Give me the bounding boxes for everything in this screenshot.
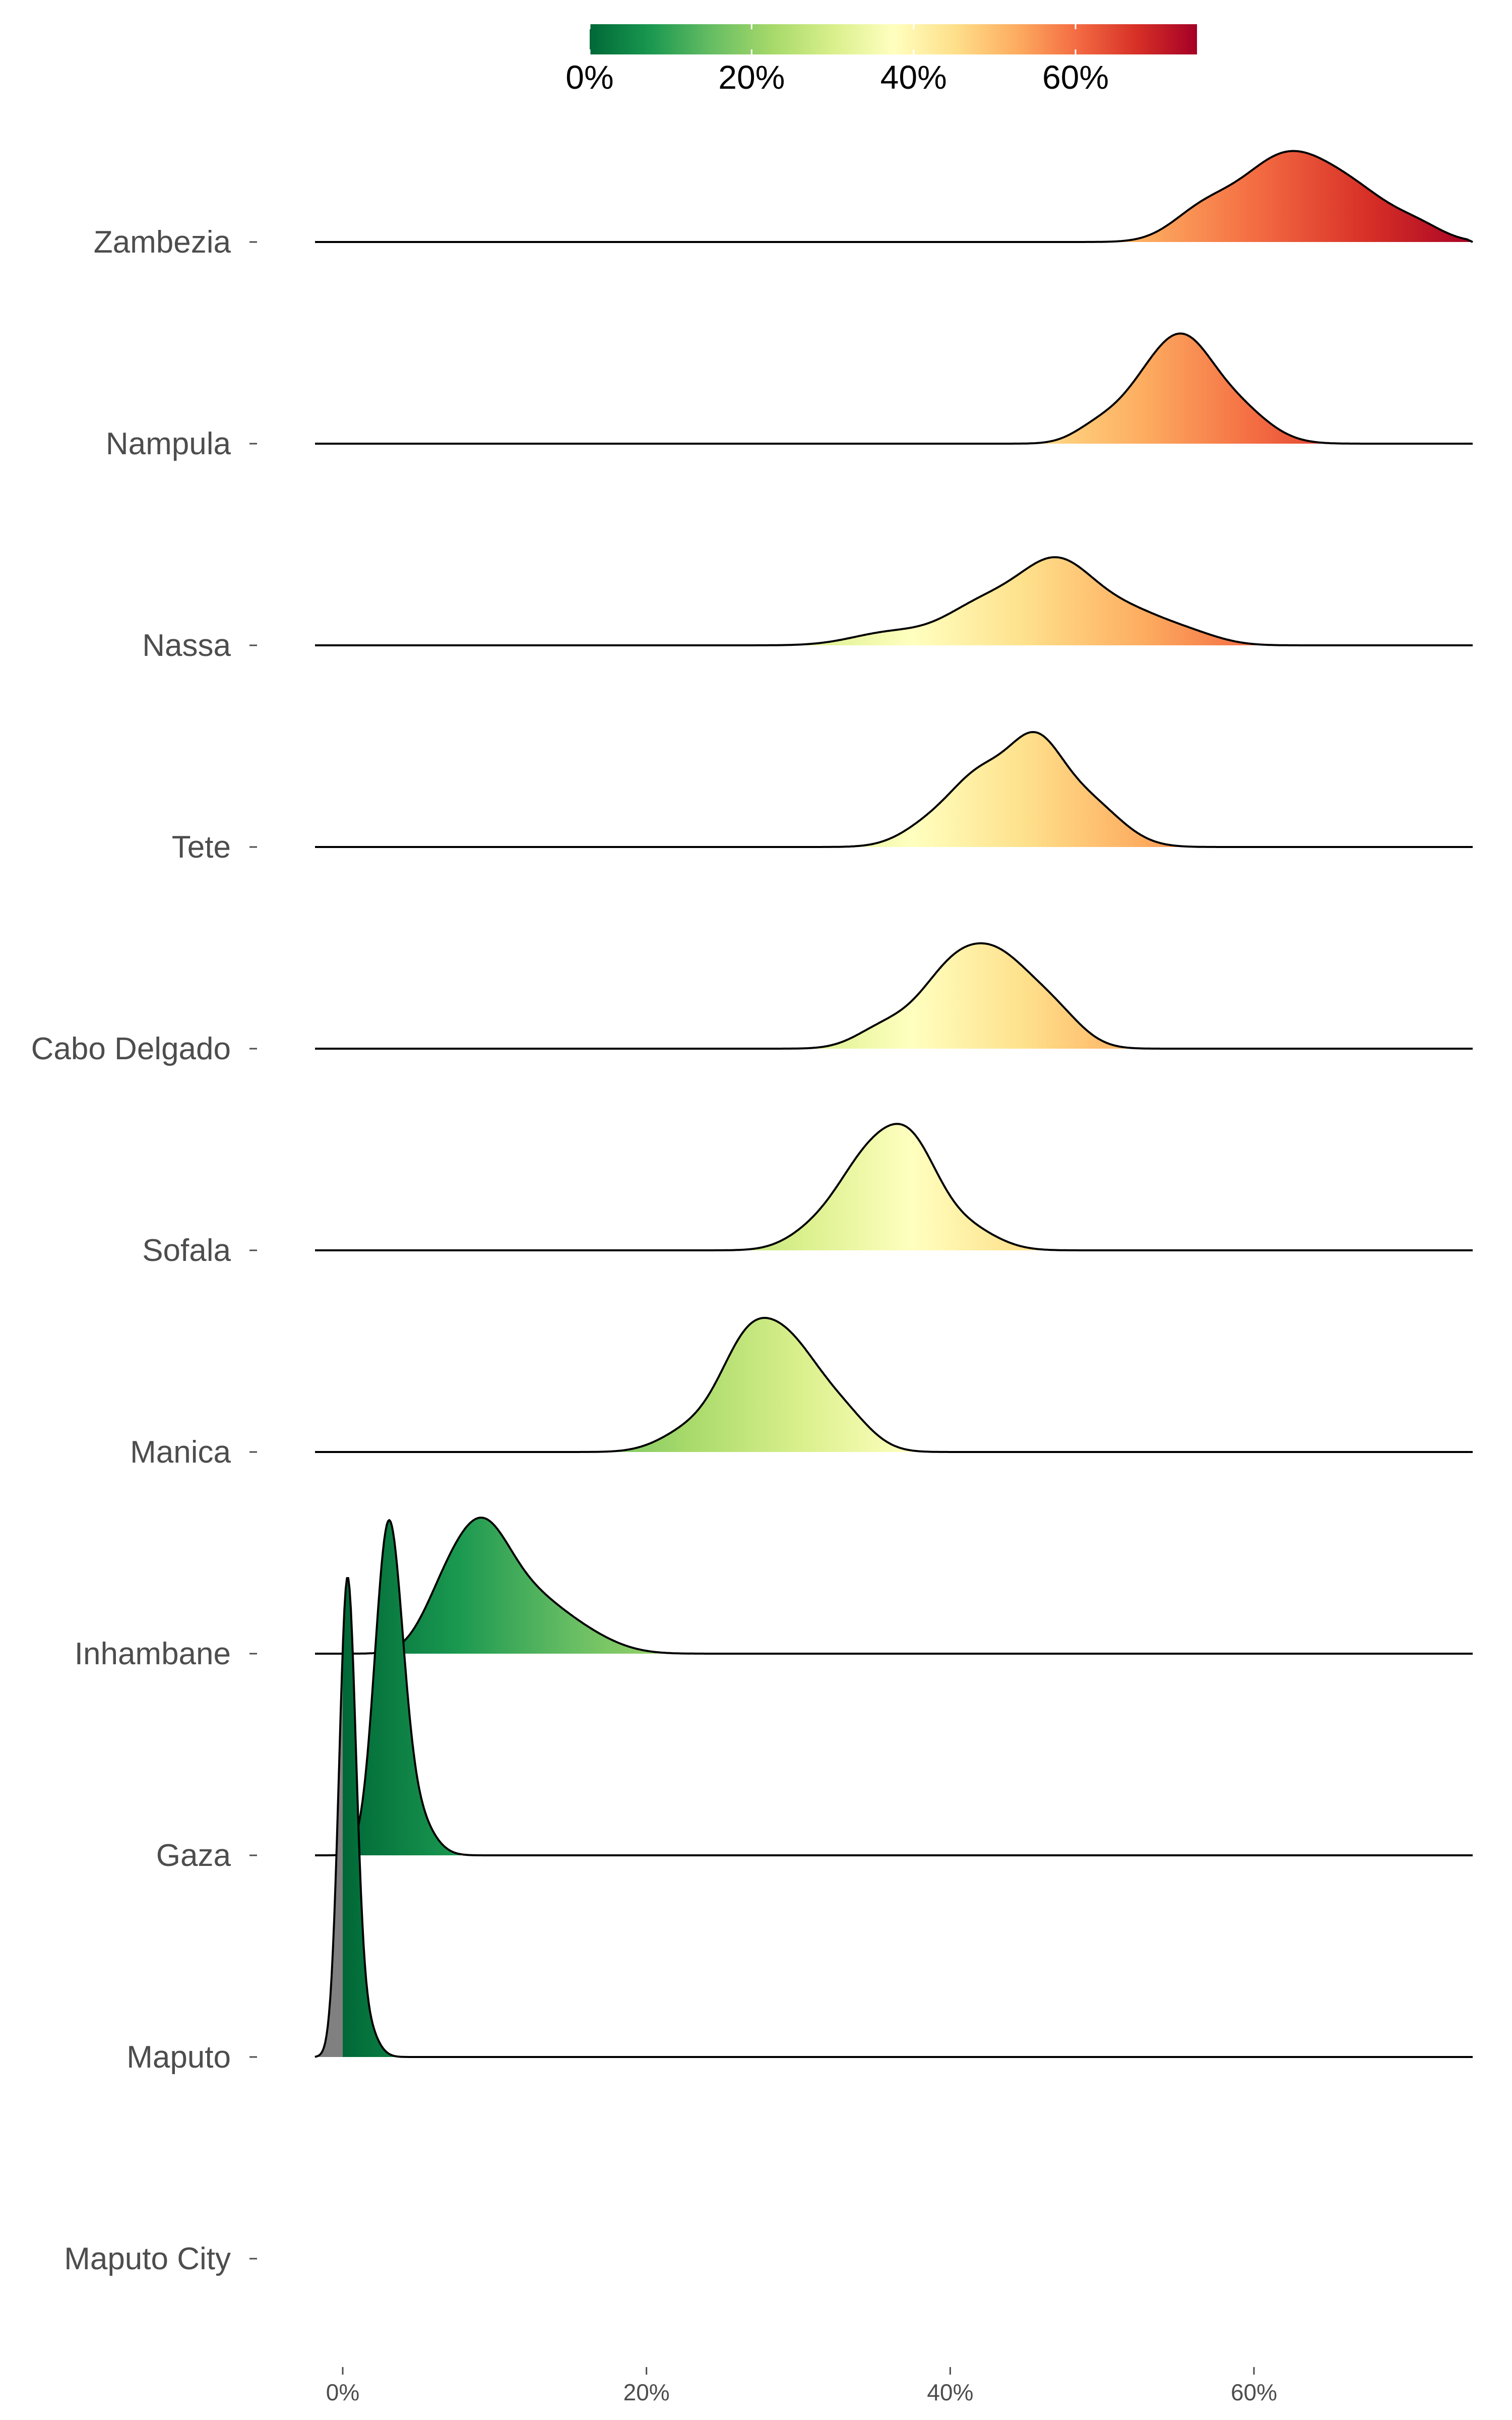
x-axis: 0% 20% 40% 60% — [326, 2367, 1277, 2405]
ridge — [315, 332, 1473, 445]
ridge — [315, 556, 1473, 646]
ridge-outline — [315, 150, 1473, 243]
colorbar-tick-label: 40% — [880, 58, 947, 96]
ridge-outline — [315, 1317, 1473, 1453]
ridge — [315, 1123, 1473, 1251]
ridge-fill — [315, 1318, 1473, 1452]
ridge-fill — [315, 151, 1473, 242]
y-tick-label: Zambezia — [94, 225, 231, 260]
x-tick-label: 0% — [326, 2379, 359, 2405]
ridge-outline — [315, 1517, 1473, 1655]
colorbar-legend: 0% 20% 40% 60% — [565, 24, 1197, 96]
ridge-fill-negative — [315, 1650, 343, 2057]
ridge-outline — [315, 332, 1473, 445]
ridge — [315, 942, 1473, 1050]
ridge-fill — [315, 732, 1473, 847]
y-tick-label: Sofala — [142, 1233, 231, 1268]
ridge-fill — [315, 557, 1473, 645]
y-axis: Zambezia Nampula Nassa Tete Cabo Delgado Sofa… — [31, 225, 257, 2276]
colorbar-tick-label: 0% — [565, 58, 613, 96]
ridge-fill-negative — [315, 732, 1473, 847]
ridge — [315, 1317, 1473, 1453]
ridge-outline — [314, 1577, 1473, 2058]
ridge — [315, 1517, 1473, 1655]
ridge-outline — [315, 556, 1473, 646]
y-tick-label: Gaza — [156, 1838, 231, 1873]
y-tick-label: Maputo — [127, 2040, 231, 2075]
ridges — [314, 150, 1473, 2058]
y-tick-label: Inhambane — [75, 1637, 231, 1671]
ridge-outline — [315, 1519, 1473, 1856]
colorbar-tick-label: 20% — [718, 58, 785, 96]
x-tick-label: 40% — [927, 2379, 973, 2405]
ridge — [315, 150, 1473, 243]
ridge-fill — [315, 943, 1473, 1049]
colorbar-tick-label: 60% — [1042, 58, 1109, 96]
y-tick-label: Manica — [130, 1435, 231, 1470]
ridge — [315, 731, 1473, 848]
x-tick-label: 60% — [1231, 2379, 1277, 2405]
y-tick-label: Maputo City — [64, 2242, 231, 2276]
ridge — [314, 1577, 1473, 2058]
ridge-fill — [315, 1518, 1473, 1654]
y-tick-label: Tete — [172, 830, 231, 865]
ridge-outline — [315, 731, 1473, 848]
ridge-fill — [315, 333, 1473, 444]
colorbar — [590, 24, 1197, 54]
x-tick-label: 20% — [623, 2379, 670, 2405]
y-tick-label: Cabo Delgado — [31, 1032, 231, 1066]
ridge-fill-negative — [315, 1318, 1473, 1452]
ridge-fill — [315, 1124, 1473, 1250]
y-tick-label: Nassa — [142, 628, 231, 663]
ridge-outline — [315, 1123, 1473, 1251]
ridge-fill-negative — [315, 334, 1473, 444]
ridge-outline — [315, 942, 1473, 1050]
y-tick-label: Nampula — [106, 427, 231, 461]
